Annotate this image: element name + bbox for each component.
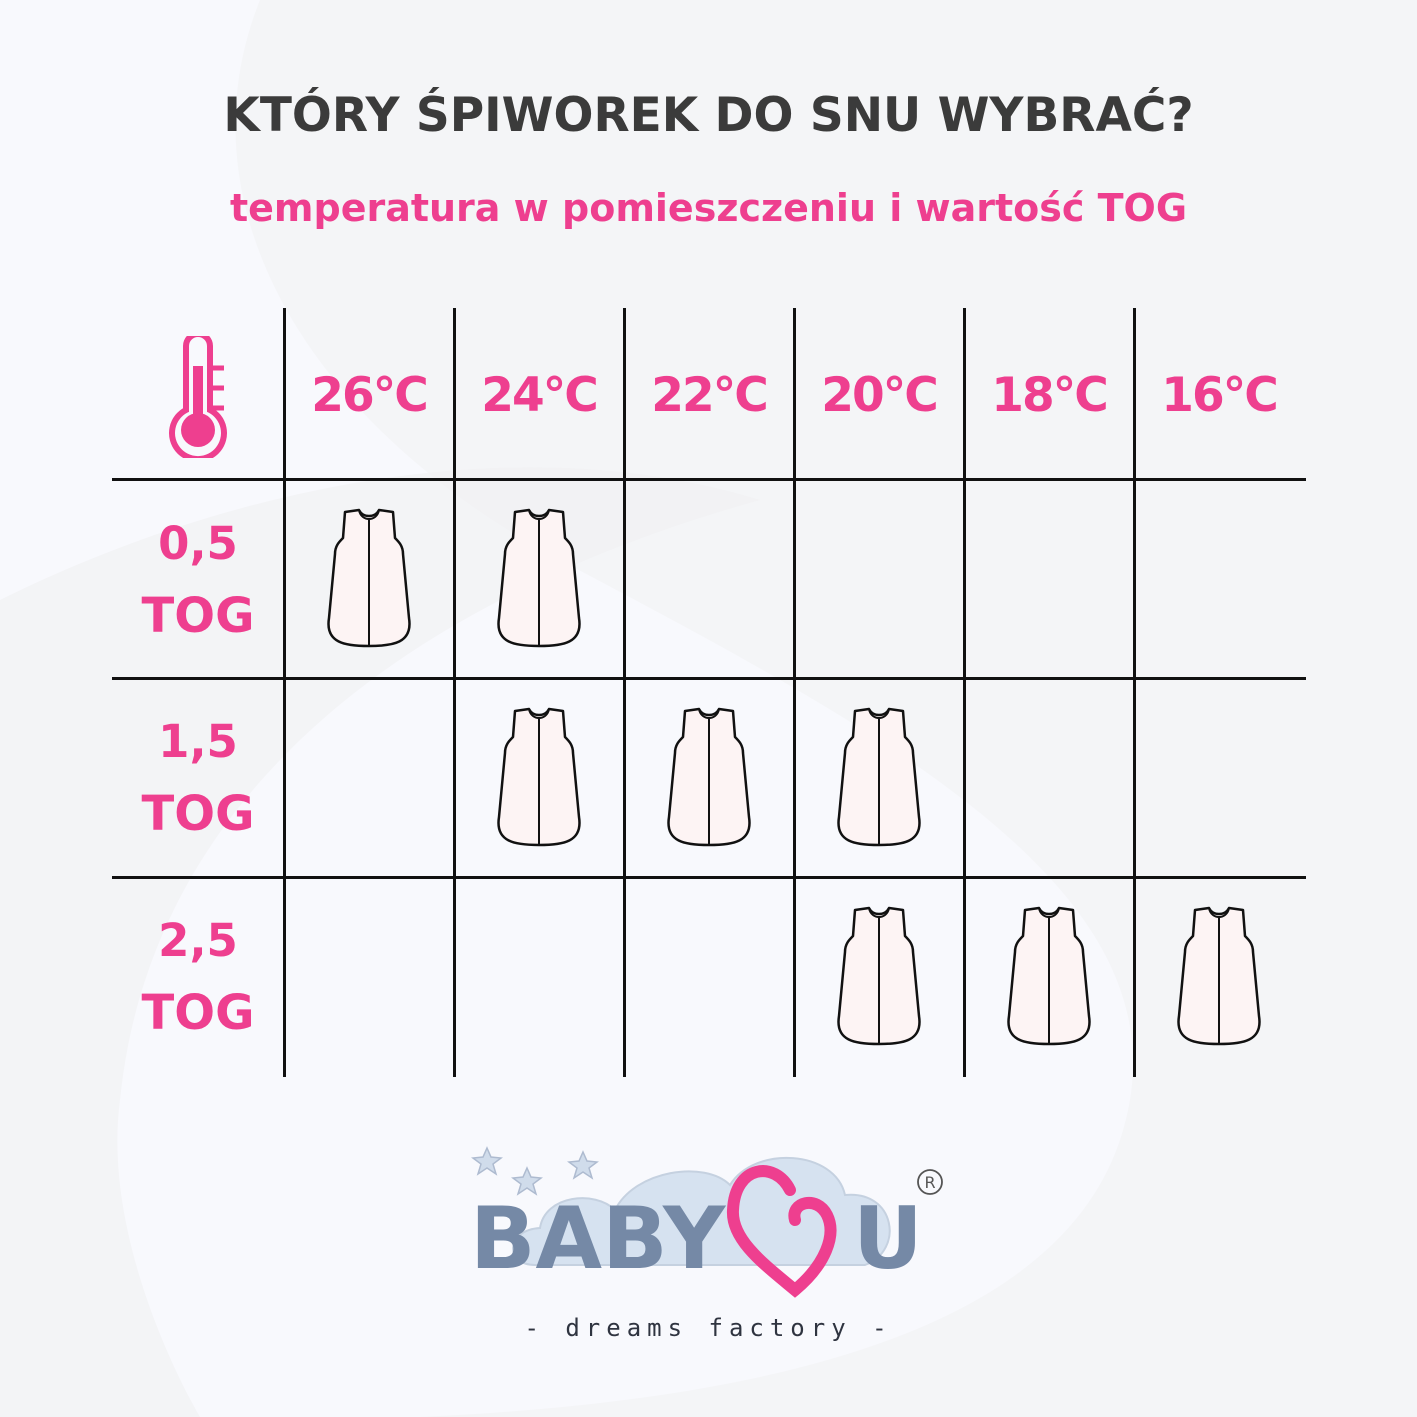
page-subtitle: temperatura w pomieszczeniu i wartość TO…: [229, 186, 1188, 230]
temperature-24: 24°C: [481, 368, 598, 423]
registered-mark: [917, 1169, 943, 1195]
temperature-22: 22°C: [651, 368, 768, 423]
babylove-logo: BABY U R: [470, 1146, 943, 1298]
grid-line: [963, 308, 966, 1077]
row-label-2.5-tog: 2,5 TOG: [112, 913, 284, 1041]
thermometer-icon: [169, 336, 227, 458]
row-label-1.5-tog: 1,5 TOG: [112, 714, 284, 842]
sleeping-bag-icon: [1003, 906, 1095, 1048]
svg-text:BABY: BABY: [470, 1189, 727, 1289]
sleeping-bag-icon: [663, 707, 755, 849]
grid-line: [793, 308, 796, 1077]
sleeping-bag-icon: [833, 707, 925, 849]
temperature-18: 18°C: [991, 368, 1108, 423]
grid-line: [283, 308, 286, 1077]
grid-line: [453, 308, 456, 1077]
grid-line: [1133, 308, 1136, 1077]
sleeping-bag-icon: [323, 508, 415, 650]
tog-value: 0,5: [158, 517, 238, 570]
tog-unit: TOG: [141, 588, 255, 644]
grid-line: [112, 478, 1306, 481]
grid-line: [112, 677, 1306, 680]
temperature-26: 26°C: [311, 368, 428, 423]
grid-line: [623, 308, 626, 1077]
tog-unit: TOG: [141, 985, 255, 1041]
tog-unit: TOG: [141, 786, 255, 842]
page-title: KTÓRY ŚPIWOREK DO SNU WYBRAĆ?: [223, 88, 1194, 143]
temperature-20: 20°C: [821, 368, 938, 423]
temperature-16: 16°C: [1161, 368, 1278, 423]
svg-text:R: R: [924, 1173, 935, 1192]
row-label-0.5-tog: 0,5 TOG: [112, 516, 284, 644]
tog-value: 2,5: [158, 914, 238, 967]
logo-tagline: - dreams factory -: [524, 1314, 893, 1342]
grid-line: [112, 876, 1306, 879]
sleeping-bag-icon: [493, 707, 585, 849]
sleeping-bag-icon: [833, 906, 925, 1048]
tog-value: 1,5: [158, 715, 238, 768]
sleeping-bag-icon: [493, 508, 585, 650]
svg-text:U: U: [853, 1189, 923, 1289]
sleeping-bag-icon: [1173, 906, 1265, 1048]
